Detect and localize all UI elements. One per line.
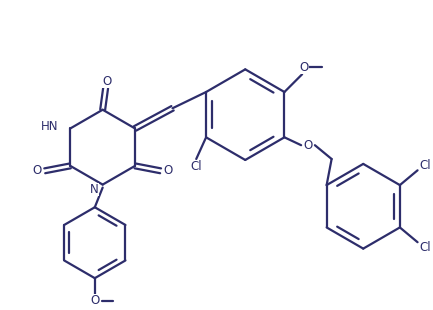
Text: O: O [300, 61, 309, 74]
Text: Cl: Cl [420, 241, 431, 254]
Text: O: O [304, 139, 313, 152]
Text: Cl: Cl [420, 159, 431, 172]
Text: N: N [90, 183, 99, 196]
Text: Cl: Cl [191, 160, 202, 173]
Text: O: O [102, 75, 111, 88]
Text: O: O [90, 294, 100, 307]
Text: O: O [32, 164, 42, 177]
Text: HN: HN [41, 120, 58, 133]
Text: O: O [164, 164, 173, 177]
